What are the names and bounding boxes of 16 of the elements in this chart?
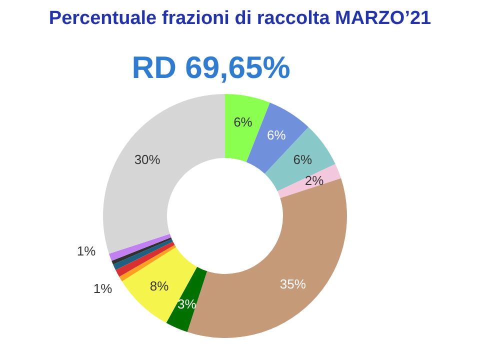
data-label: 6% — [267, 127, 286, 142]
data-label: 30% — [134, 152, 161, 168]
donut-slice — [113, 239, 173, 270]
data-label: 35% — [280, 276, 306, 292]
data-label: 3% — [177, 296, 197, 312]
data-label: 8% — [150, 278, 170, 294]
data-label: 2% — [304, 173, 324, 188]
data-label: 6% — [293, 152, 312, 168]
chart-title: Percentuale frazioni di raccolta MARZO’21 — [48, 8, 432, 29]
chart-subtitle: RD 69,65% — [132, 50, 290, 85]
data-label: 1% — [76, 244, 96, 259]
data-label: 6% — [234, 114, 253, 130]
donut-slice — [122, 247, 198, 323]
donut-slice — [103, 94, 225, 254]
data-label: 1% — [93, 280, 113, 296]
donut-slice — [264, 127, 336, 192]
